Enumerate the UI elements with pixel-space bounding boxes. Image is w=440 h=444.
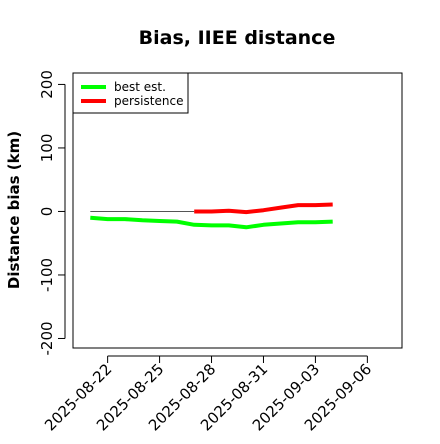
plot-area-frame bbox=[72, 72, 403, 349]
y-tick-label: 200 bbox=[38, 70, 56, 99]
chart-title: Bias, IIEE distance bbox=[139, 27, 336, 49]
y-axis-label: Distance bias (km) bbox=[5, 131, 23, 289]
series-line-best-est bbox=[90, 215, 333, 230]
series-layer bbox=[90, 202, 333, 230]
y-tick-label: 0 bbox=[38, 207, 56, 217]
y-axis: -200 -100 0 100 200 bbox=[38, 70, 66, 355]
legend-label-best-est: best est. bbox=[114, 80, 166, 94]
x-axis: 2025-08-222025-08-252025-08-282025-08-31… bbox=[41, 355, 375, 434]
y-tick-label: -200 bbox=[38, 321, 56, 355]
series-line-persistence bbox=[194, 202, 333, 215]
legend: best est. persistence bbox=[72, 72, 189, 114]
legend-label-persistence: persistence bbox=[114, 94, 183, 108]
y-tick-label: 100 bbox=[38, 134, 56, 163]
legend-box bbox=[72, 72, 189, 114]
y-tick-label: -100 bbox=[38, 258, 56, 292]
